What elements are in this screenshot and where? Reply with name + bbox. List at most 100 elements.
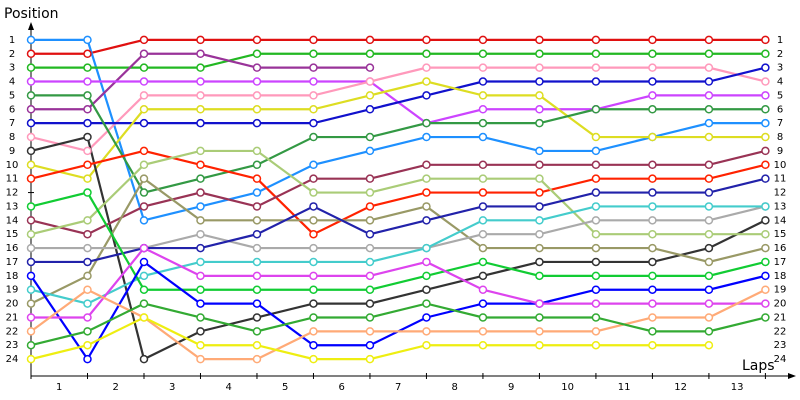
series-point	[309, 257, 318, 267]
y-tick-label-right: 17	[774, 257, 787, 268]
series-point	[196, 216, 205, 225]
series-point	[365, 313, 375, 322]
series-point	[196, 118, 205, 128]
series-point	[83, 146, 92, 156]
series-point	[309, 243, 318, 253]
series-point	[196, 35, 205, 45]
series-point	[535, 188, 544, 197]
series-point	[365, 63, 375, 72]
y-tick-label-right: 3	[777, 63, 783, 74]
series-point	[365, 132, 375, 142]
series-point	[704, 285, 714, 294]
series-point	[478, 174, 488, 183]
series-point	[309, 202, 318, 211]
series-point	[309, 327, 318, 336]
series-point	[365, 35, 375, 45]
series-point	[139, 146, 149, 156]
series-point	[365, 105, 375, 114]
series-point	[761, 49, 770, 59]
x-tick-label: 8	[452, 382, 458, 393]
series-point	[309, 91, 318, 100]
series-point	[704, 118, 714, 128]
series-point	[704, 313, 714, 322]
series-point	[535, 216, 544, 225]
series-point	[591, 299, 601, 308]
series-point	[704, 49, 714, 59]
series-point	[648, 327, 657, 336]
series-point	[139, 271, 149, 281]
series-point	[365, 271, 375, 281]
series-line	[31, 246, 766, 319]
series-point	[83, 285, 92, 294]
series-point	[535, 146, 544, 156]
series-line	[30, 80, 766, 180]
series-point	[535, 91, 544, 100]
y-tick-label: 7	[9, 118, 15, 129]
series-point	[309, 105, 318, 114]
series-line	[30, 288, 766, 361]
series-point	[478, 35, 488, 45]
x-tick-label: 12	[674, 382, 687, 393]
series-point	[252, 91, 262, 100]
series-point	[535, 63, 544, 72]
series-point	[26, 257, 36, 267]
series-point	[196, 146, 205, 156]
series-point	[26, 327, 36, 336]
series-point	[535, 340, 544, 350]
x-tick-label: 10	[561, 382, 574, 393]
y-tick-label: 19	[6, 285, 19, 296]
series-point	[365, 174, 375, 183]
series-point	[196, 271, 205, 281]
series-point	[535, 243, 544, 253]
series-point	[196, 188, 205, 197]
y-tick-label: 4	[9, 77, 15, 88]
y-tick-label: 12	[6, 188, 19, 199]
series-point	[591, 313, 601, 322]
series-point	[591, 271, 601, 281]
series-point	[422, 257, 431, 267]
series-point	[591, 105, 601, 114]
series-point	[648, 49, 657, 59]
series-point	[365, 354, 375, 364]
series-point	[196, 354, 205, 364]
series-point	[535, 202, 544, 211]
series-point	[26, 105, 36, 114]
series-point	[196, 202, 205, 211]
series-point	[83, 49, 92, 59]
series-point	[648, 63, 657, 72]
series-point	[591, 63, 601, 72]
series-point	[196, 285, 205, 294]
series-point	[591, 327, 601, 336]
y-tick-label-right: 10	[774, 160, 787, 171]
series-point	[648, 229, 657, 239]
series-point	[761, 243, 770, 253]
series-point	[196, 49, 205, 59]
x-tick-label: 13	[731, 382, 744, 393]
y-tick-label: 15	[6, 229, 19, 240]
series-point	[422, 63, 431, 72]
series-point	[704, 63, 714, 72]
series-point	[761, 299, 770, 308]
series-point	[422, 285, 431, 294]
series-point	[478, 160, 488, 170]
series-point	[196, 174, 205, 183]
series-point	[761, 229, 770, 239]
series-point	[83, 313, 92, 322]
x-tick-label: 5	[282, 382, 288, 393]
y-tick-label: 21	[6, 312, 19, 323]
series-point	[196, 91, 205, 100]
series-point	[365, 243, 375, 253]
series-point	[309, 285, 318, 294]
series-point	[591, 160, 601, 170]
series-point	[761, 77, 770, 86]
x-tick-label: 4	[226, 382, 232, 393]
series-point	[26, 91, 36, 100]
series-line	[30, 135, 766, 361]
x-tick-label: 7	[395, 382, 401, 393]
series-point	[761, 160, 770, 170]
x-axis-title: Laps	[742, 358, 775, 374]
series-point	[535, 229, 544, 239]
series-line	[31, 205, 766, 250]
series-point	[648, 216, 657, 225]
series-point	[83, 271, 92, 281]
